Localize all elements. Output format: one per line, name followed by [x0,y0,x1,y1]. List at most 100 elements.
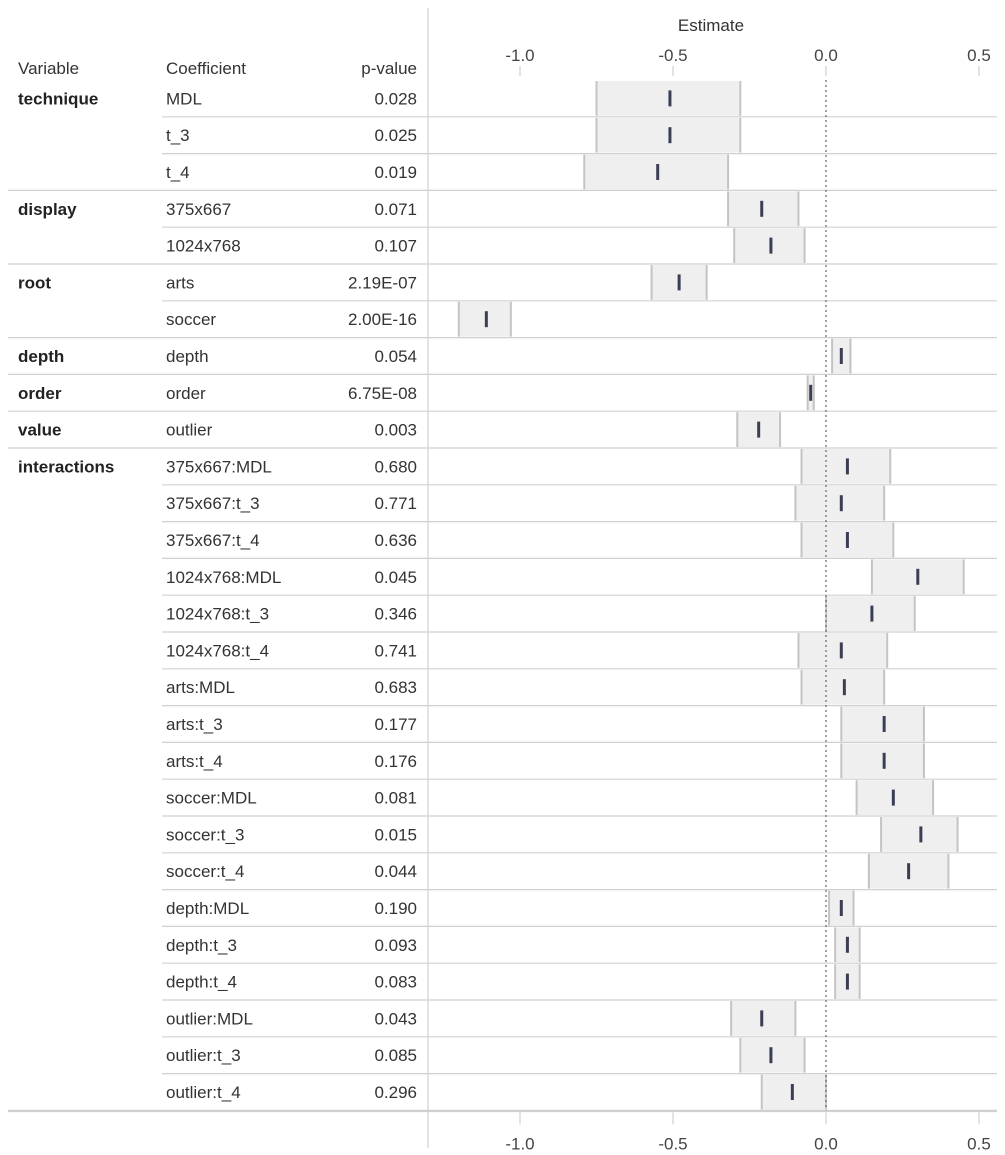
coefficient-label: arts:MDL [166,678,235,697]
p-value-label: 0.071 [374,200,417,219]
confidence-intervals [457,81,965,1110]
coefficient-label: outlier:t_3 [166,1046,241,1065]
p-value-label: 0.081 [374,789,417,808]
p-value-label: 0.019 [374,163,417,182]
p-value-label: 0.771 [374,494,417,513]
ci-box [801,669,885,705]
ci-box [841,743,924,779]
p-value-label: 0.003 [374,421,417,440]
p-value-label: 0.085 [374,1046,417,1065]
ci-box [795,485,885,521]
point-estimates [484,90,923,1100]
p-value-label: 0.045 [374,568,417,587]
axis-title: Estimate [678,16,744,35]
coefficient-label: arts:t_3 [166,715,223,734]
coefficient-label: soccer:t_3 [166,825,244,844]
p-value-label: 0.296 [374,1083,417,1102]
bottom-tick-label: 0.0 [814,1134,838,1153]
coefficient-label: 1024x768:MDL [166,568,281,587]
p-value-label: 0.028 [374,89,417,108]
p-value-label: 2.00E-16 [348,310,417,329]
p-value-label: 2.19E-07 [348,273,417,292]
variable-label: order [18,384,62,403]
coefficient-label: 375x667:t_4 [166,531,260,550]
ci-box [856,780,934,815]
coefficient-label: outlier [166,421,213,440]
ci-box [826,596,915,631]
ci-box [596,81,741,116]
bottom-tick-label: -1.0 [505,1134,534,1153]
p-value-label: 0.044 [374,862,417,881]
variable-label: interactions [18,457,114,476]
ci-box [458,301,511,337]
variable-label: root [18,273,51,292]
ci-box [734,228,805,263]
top-tick-label: 0.0 [814,46,838,65]
p-value-label: 6.75E-08 [348,384,417,403]
variable-label: display [18,200,77,219]
coefficient-label: 375x667 [166,200,231,219]
header-coefficient: Coefficient [166,59,246,78]
top-tick-label: 0.5 [967,46,991,65]
variable-label: depth [18,347,64,366]
p-value-label: 0.346 [374,605,417,624]
coefficient-label: soccer [166,310,216,329]
p-value-label: 0.636 [374,531,417,550]
ci-box [728,191,799,227]
row-separators [8,116,997,1113]
coefficient-label: outlier:MDL [166,1009,253,1028]
p-value-label: 0.083 [374,973,417,992]
bottom-tick-label: -0.5 [658,1134,687,1153]
variable-label: value [18,421,61,440]
coefficient-label: arts:t_4 [166,752,223,771]
p-value-label: 0.683 [374,678,417,697]
coefficient-label: arts [166,273,194,292]
coefficient-label: 1024x768:t_3 [166,605,269,624]
p-value-label: 0.015 [374,825,417,844]
ci-box [841,706,924,742]
top-axis-ticks: -1.0 -0.5 0.0 0.5 [505,46,991,76]
coefficient-label: outlier:t_4 [166,1083,241,1102]
ci-box [761,1074,826,1110]
top-tick-label: -1.0 [505,46,534,65]
p-value-label: 0.176 [374,752,417,771]
ci-box [798,633,888,668]
coefficient-label: depth:t_3 [166,936,237,955]
coefficient-label: depth [166,347,209,366]
coefficient-label: 375x667:t_3 [166,494,260,513]
p-value-label: 0.107 [374,237,417,256]
p-value-label: 0.190 [374,899,417,918]
coefficient-label: soccer:t_4 [166,862,244,881]
p-value-label: 0.680 [374,457,417,476]
p-value-label: 0.025 [374,126,417,145]
variable-label: technique [18,89,98,108]
bottom-axis-ticks: -1.0 -0.5 0.0 0.5 [505,1112,991,1153]
coefficient-label: MDL [166,89,202,108]
coefficient-label: 1024x768 [166,237,241,256]
top-tick-label: -0.5 [658,46,687,65]
coefficient-label: depth:MDL [166,899,249,918]
coefficient-table: technique MDL 0.028 t_3 0.025 t_4 0.019 display… [18,89,417,1102]
p-value-label: 0.054 [374,347,417,366]
p-value-label: 0.093 [374,936,417,955]
coefficient-label: order [166,384,206,403]
ci-box [740,1037,805,1073]
ci-box [584,154,729,190]
coefficient-label: 375x667:MDL [166,457,272,476]
coefficient-label: 1024x768:t_4 [166,641,269,660]
p-value-label: 0.043 [374,1009,417,1028]
p-value-label: 0.177 [374,715,417,734]
coefficient-label: t_4 [166,163,190,182]
ci-box [801,449,891,484]
p-value-label: 0.741 [374,641,417,660]
header-variable: Variable [18,59,79,78]
bottom-tick-label: 0.5 [967,1134,991,1153]
coefficient-label: depth:t_4 [166,973,237,992]
header-p-value: p-value [361,59,417,78]
coefficient-label: t_3 [166,126,190,145]
ci-box [596,117,741,153]
ci-box [881,817,958,852]
coefficient-label: soccer:MDL [166,789,257,808]
ci-box [731,1001,796,1036]
